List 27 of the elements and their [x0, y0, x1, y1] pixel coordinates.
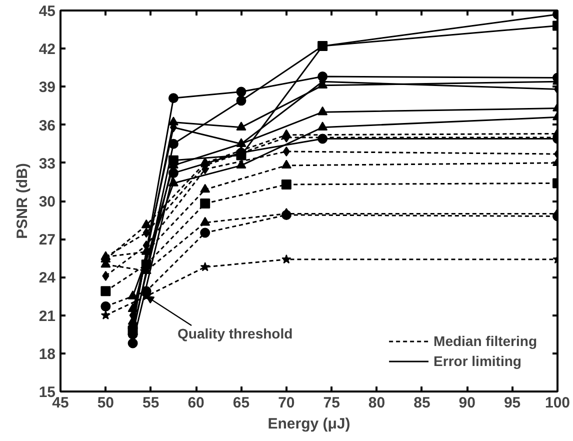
y-tick-label: 39 [38, 79, 56, 96]
x-tick-label: 100 [544, 394, 570, 412]
x-tick-label: 85 [414, 394, 430, 412]
x-tick-label: 95 [504, 394, 521, 412]
x-tick-label: 55 [142, 394, 160, 412]
legend-label: Error limiting [434, 353, 522, 369]
y-tick-label: 33 [38, 155, 56, 172]
y-tick-label: 18 [38, 346, 56, 363]
legend-label: Median filtering [434, 333, 537, 349]
y-tick-label: 45 [38, 3, 56, 20]
x-axis-title: Energy (μJ) [268, 416, 350, 432]
x-tick-label: 90 [458, 394, 476, 412]
y-tick-label: 15 [38, 384, 56, 401]
x-tick-label: 60 [188, 394, 204, 412]
y-tick-label: 27 [38, 232, 56, 249]
y-tick-label: 30 [38, 194, 56, 210]
y-tick-label: 42 [38, 41, 56, 58]
x-tick-label: 75 [323, 394, 340, 412]
x-tick-label: 70 [278, 394, 295, 412]
y-tick-label: 36 [38, 117, 56, 134]
x-tick-label: 65 [232, 394, 250, 412]
y-tick-label: 24 [38, 270, 56, 287]
y-axis-title: PSNR (dB) [14, 163, 31, 239]
y-tick-label: 21 [38, 308, 56, 325]
x-tick-label: 50 [97, 394, 114, 412]
x-tick-label: 80 [368, 394, 386, 412]
annotation: Quality threshold [178, 325, 293, 342]
